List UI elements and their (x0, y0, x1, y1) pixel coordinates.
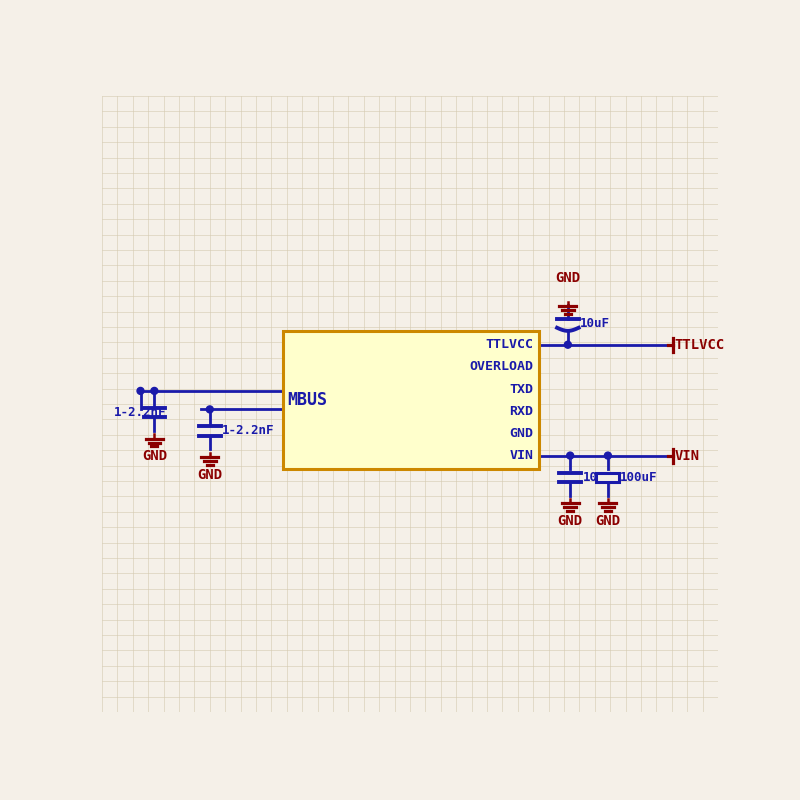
Text: 100nF: 100nF (582, 470, 620, 484)
Text: 1-2.2nF: 1-2.2nF (114, 406, 167, 419)
Circle shape (566, 452, 574, 459)
Text: 10uF: 10uF (580, 317, 610, 330)
Text: GND: GND (142, 450, 167, 463)
Text: 100uF: 100uF (620, 470, 658, 484)
Text: TTLVCC: TTLVCC (485, 338, 534, 351)
Circle shape (137, 387, 144, 394)
Text: GND: GND (555, 270, 581, 285)
Text: GND: GND (595, 514, 621, 528)
Bar (596, 473, 619, 482)
Text: GND: GND (510, 427, 534, 440)
Text: VIN: VIN (510, 449, 534, 462)
Text: TXD: TXD (510, 382, 534, 395)
Circle shape (605, 452, 611, 459)
Text: OVERLOAD: OVERLOAD (469, 360, 534, 374)
Text: GND: GND (198, 468, 222, 482)
Text: RXD: RXD (510, 405, 534, 418)
Bar (283, 331, 539, 470)
Circle shape (564, 342, 571, 348)
Circle shape (151, 387, 158, 394)
Text: VIN: VIN (674, 449, 699, 462)
Circle shape (206, 406, 214, 413)
Text: MBUS: MBUS (287, 391, 327, 409)
Text: GND: GND (558, 514, 582, 528)
Text: 1-2.2nF: 1-2.2nF (222, 425, 274, 438)
Text: TTLVCC: TTLVCC (674, 338, 724, 352)
